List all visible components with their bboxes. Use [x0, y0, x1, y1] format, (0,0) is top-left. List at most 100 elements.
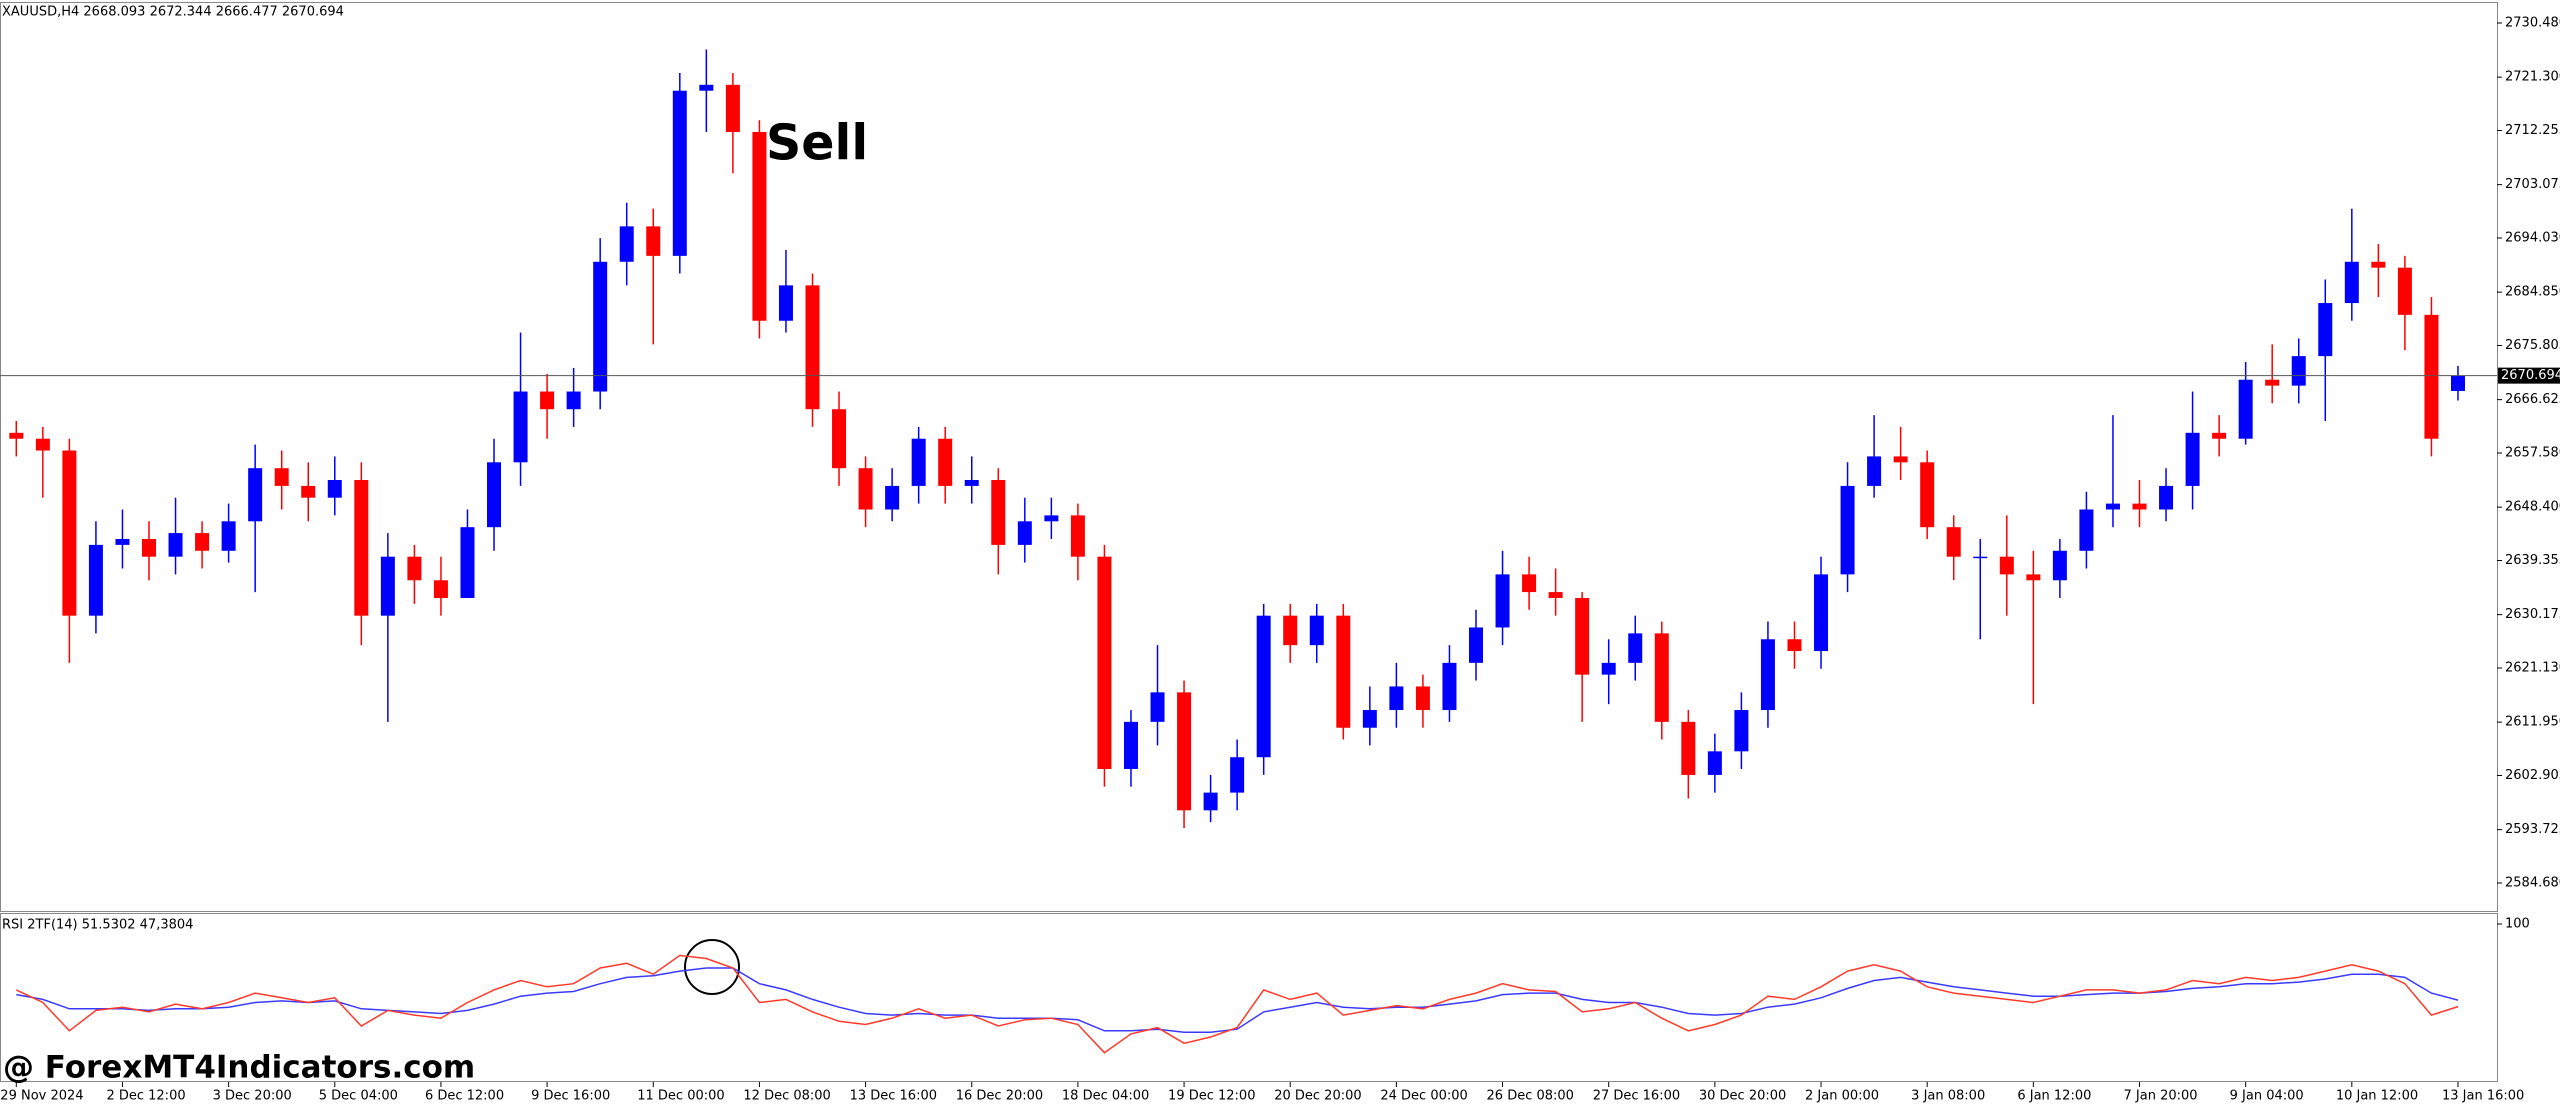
- x-tick-label: 26 Dec 08:00: [1487, 1089, 1574, 1104]
- candle-body: [354, 480, 369, 616]
- candle-body: [1548, 592, 1563, 598]
- candle-body: [2318, 303, 2333, 357]
- x-tick-label: 3 Dec 20:00: [213, 1089, 292, 1104]
- rsi-line: [15, 954, 2459, 1054]
- candle-body: [1920, 462, 1935, 528]
- x-tick-label: 29 Nov 2024: [0, 1089, 83, 1104]
- x-tick-label: 18 Dec 04:00: [1062, 1089, 1149, 1104]
- candle-body: [407, 556, 422, 581]
- candle-body: [1946, 527, 1961, 557]
- candle-body: [778, 285, 793, 321]
- candle-body: [1654, 633, 1669, 722]
- candle-body: [1283, 615, 1298, 646]
- candle-body: [2185, 432, 2200, 486]
- candle-body: [1575, 597, 1590, 675]
- candle-body: [1469, 627, 1483, 663]
- candle-body: [1336, 615, 1351, 728]
- y-tick-label: 2621.130: [2505, 660, 2560, 675]
- candle-body: [513, 391, 528, 463]
- candle-body: [327, 480, 342, 498]
- candle-body: [1840, 485, 1855, 575]
- x-tick-label: 16 Dec 20:00: [956, 1089, 1043, 1104]
- candle-body: [9, 432, 24, 439]
- candle-body: [1017, 521, 1032, 545]
- signal-circle: [684, 939, 740, 995]
- y-tick-label: 2602.905: [2505, 768, 2560, 783]
- rsi-header: RSI 2TF(14) 51.5302 47,3804: [2, 918, 193, 933]
- rsi-y-tick-label: 100: [2505, 917, 2530, 932]
- candle-body: [2291, 356, 2306, 386]
- candle-body: [1415, 686, 1430, 711]
- candle-body: [1707, 751, 1722, 775]
- candle-body: [2052, 550, 2067, 581]
- candle-body: [1442, 662, 1457, 711]
- x-tick-label: 19 Dec 12:00: [1168, 1089, 1255, 1104]
- x-tick-label: 11 Dec 00:00: [637, 1089, 724, 1104]
- main-pane-frame: [0, 2, 2498, 912]
- candle-body: [1150, 692, 1165, 722]
- y-tick-label: 2675.805: [2505, 338, 2560, 353]
- candle-body: [1256, 615, 1271, 758]
- candle-body: [88, 544, 103, 616]
- candle-body: [1070, 515, 1085, 557]
- y-tick-label: 2630.175: [2505, 607, 2560, 622]
- candle-body: [1362, 710, 1377, 728]
- candle-body: [1760, 639, 1775, 711]
- x-tick-label: 13 Jan 16:00: [2442, 1089, 2524, 1104]
- candle-body: [2397, 267, 2412, 315]
- x-tick-label: 10 Jan 12:00: [2336, 1089, 2418, 1104]
- candle-body: [1893, 456, 1908, 463]
- candle-body: [619, 226, 634, 262]
- candle-body: [2450, 375, 2465, 391]
- candle-body: [380, 556, 395, 616]
- x-tick-label: 27 Dec 16:00: [1593, 1089, 1680, 1104]
- candle-body: [672, 90, 687, 256]
- candle-body: [2212, 432, 2227, 439]
- y-tick-label: 2721.300: [2505, 70, 2560, 85]
- candle-body: [1044, 515, 1059, 522]
- candle-body: [2079, 509, 2094, 551]
- y-tick-label: 2712.255: [2505, 123, 2560, 138]
- candle-body: [1495, 574, 1510, 628]
- x-tick-label: 24 Dec 00:00: [1380, 1089, 1467, 1104]
- x-tick-label: 5 Dec 04:00: [319, 1089, 398, 1104]
- candle-body: [593, 261, 608, 392]
- rsi-pane-frame: [0, 913, 2498, 1082]
- candle-body: [168, 533, 183, 557]
- y-tick-label: 2730.480: [2505, 15, 2560, 30]
- candle-body: [832, 409, 847, 469]
- candle-body: [2159, 485, 2174, 510]
- candle-body: [2026, 574, 2041, 581]
- candle-body: [858, 468, 873, 510]
- y-tick-label: 2611.950: [2505, 715, 2560, 730]
- candle-body: [2424, 314, 2439, 439]
- candle-body: [2238, 379, 2253, 439]
- candle-body: [274, 468, 289, 486]
- candle-body: [195, 533, 210, 551]
- candle-body: [1787, 639, 1802, 652]
- candle-body: [566, 391, 581, 410]
- candle-body: [1734, 710, 1749, 752]
- y-tick-label: 2666.625: [2505, 392, 2560, 407]
- x-tick-label: 6 Jan 12:00: [2017, 1089, 2091, 1104]
- candle-body: [1814, 574, 1829, 652]
- candle-body: [911, 438, 926, 486]
- candle-body: [1867, 456, 1882, 486]
- candle-body: [1097, 556, 1112, 770]
- candle-body: [1601, 662, 1616, 675]
- candle-body: [2371, 261, 2386, 268]
- x-tick-label: 30 Dec 20:00: [1699, 1089, 1786, 1104]
- candle-body: [1628, 633, 1643, 663]
- candle-body: [646, 226, 661, 256]
- x-tick-label: 6 Dec 12:00: [425, 1089, 504, 1104]
- y-tick-label: 2694.030: [2505, 230, 2560, 245]
- x-tick-label: 2 Jan 00:00: [1805, 1089, 1879, 1104]
- y-tick-label: 2684.850: [2505, 285, 2560, 300]
- candle-body: [2132, 503, 2147, 510]
- x-tick-label: 13 Dec 16:00: [850, 1089, 937, 1104]
- candle-body: [805, 285, 820, 410]
- candle-body: [752, 131, 767, 321]
- candle-body: [62, 450, 77, 616]
- sell-annotation: Sell: [766, 115, 868, 172]
